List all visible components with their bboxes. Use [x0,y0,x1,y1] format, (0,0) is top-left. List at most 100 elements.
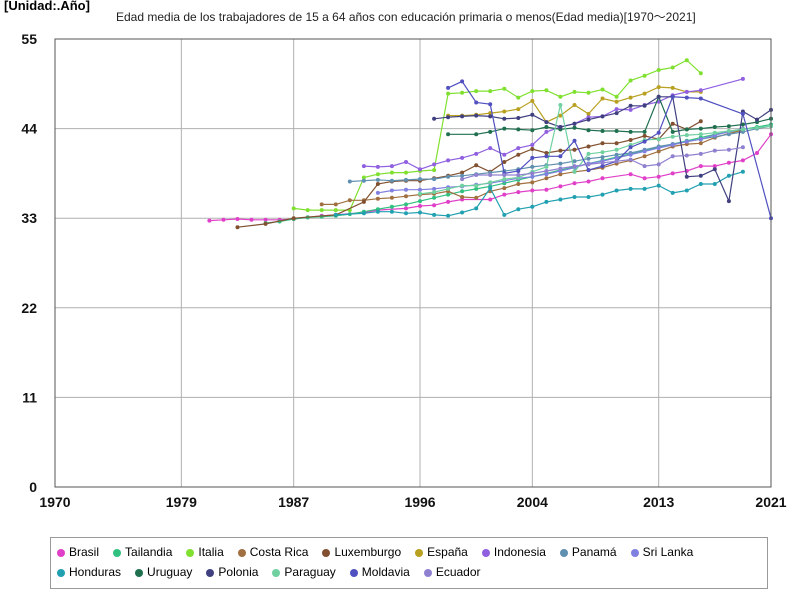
legend-item-panama: Panamá [559,542,617,562]
data-point-brasil [544,187,549,192]
data-point-polonia [460,114,465,119]
x-tick-label: 2013 [643,494,674,510]
legend-item-tailandia: Tailandia [113,542,172,562]
x-tick-label: 1979 [166,494,197,510]
data-point-costa-rica [656,149,661,154]
data-point-luxemburgo [502,160,507,164]
data-point-paraguay [586,151,591,156]
data-point-ecuador [600,160,605,165]
data-point-sri-lanka [404,187,408,192]
data-point-honduras [698,182,703,186]
data-point-uruguay [698,126,703,131]
x-tick-label: 1987 [278,494,309,510]
data-point-polonia [446,115,451,120]
data-point-luxemburgo [361,199,366,204]
data-point-sri-lanka [544,172,549,177]
data-point-brasil [698,164,703,169]
data-point-uruguay [670,129,675,134]
data-point-honduras [586,195,591,199]
data-point-ecuador [684,153,689,158]
x-tick-label: 2021 [755,494,786,510]
legend-item-brasil: Brasil [57,542,99,562]
data-point-indonesia [389,164,394,169]
data-point-ecuador [474,173,479,177]
legend-label: Brasil [69,545,100,559]
data-point-ecuador [488,173,493,177]
data-point-italia [502,86,507,91]
data-point-italia [460,90,465,95]
data-point-costa-rica [642,154,647,159]
legend-label: Moldavia [361,565,410,579]
legend-label: España [427,545,468,559]
data-point-polonia [698,173,703,178]
data-point-ecuador [726,147,731,152]
legend-label: Polonia [218,565,259,579]
data-point-uruguay [446,132,451,137]
data-point-honduras [726,173,731,178]
data-point-moldavia [740,111,745,116]
data-point-italia [488,89,493,94]
data-point-luxemburgo [291,216,296,221]
data-point-moldavia [670,94,675,99]
data-point-uruguay [726,124,731,129]
y-tick-label: 0 [29,479,37,495]
data-point-italia [544,88,549,93]
data-point-honduras [389,209,394,214]
data-point-luxemburgo [614,141,619,146]
legend-label: Luxemburgo [334,545,402,559]
legend-label: Ecuador [435,565,481,579]
legend-swatch [630,548,639,557]
data-point-uruguay [614,129,619,133]
data-point-panama [432,177,437,182]
data-point-italia [530,89,535,94]
data-point-honduras [530,204,535,209]
data-point-luxemburgo [698,119,703,124]
data-point-ecuador [628,157,633,162]
data-point-panama [572,159,577,164]
data-point-italia [572,89,577,94]
data-point-paraguay [684,133,689,138]
data-point-panama [530,164,535,169]
data-point-honduras [446,213,451,218]
legend-swatch [481,548,490,557]
series-polonia [432,94,773,204]
data-point-espana [670,85,675,90]
data-point-indonesia [474,151,479,156]
data-point-paraguay [600,150,605,155]
data-point-espana [530,98,535,103]
data-point-polonia [530,112,535,117]
series-group [207,58,773,230]
data-point-paraguay [502,177,507,182]
data-point-espana [614,99,619,104]
legend-swatch [57,568,65,577]
data-point-italia [642,73,647,78]
data-point-luxemburgo [460,170,465,175]
data-point-honduras [333,212,338,217]
data-point-brasil [558,184,563,189]
data-point-honduras [404,211,408,216]
data-point-moldavia [558,154,563,159]
legend-label: Paraguay [284,565,336,579]
data-point-uruguay [516,127,521,132]
data-point-costa-rica [333,202,338,207]
data-point-espana [502,109,507,114]
x-axis-ticks: 1970 1979 1987 1996 2004 2013 2021 [39,494,786,510]
data-point-honduras [375,209,380,214]
data-point-moldavia [446,85,451,90]
data-point-sri-lanka [684,139,689,144]
data-point-indonesia [740,76,745,81]
data-point-ecuador [614,159,619,164]
data-point-honduras [572,195,577,199]
data-point-brasil [221,217,226,222]
data-point-moldavia [642,139,647,144]
data-point-brasil [726,160,731,165]
data-point-uruguay [530,128,535,133]
data-point-sri-lanka [698,137,703,142]
data-point-indonesia [432,162,437,167]
data-point-brasil [586,179,591,184]
data-point-costa-rica [698,141,703,146]
data-point-costa-rica [389,195,394,200]
plot-area [55,39,771,487]
data-point-indonesia [684,89,689,94]
data-point-panama [600,155,605,160]
